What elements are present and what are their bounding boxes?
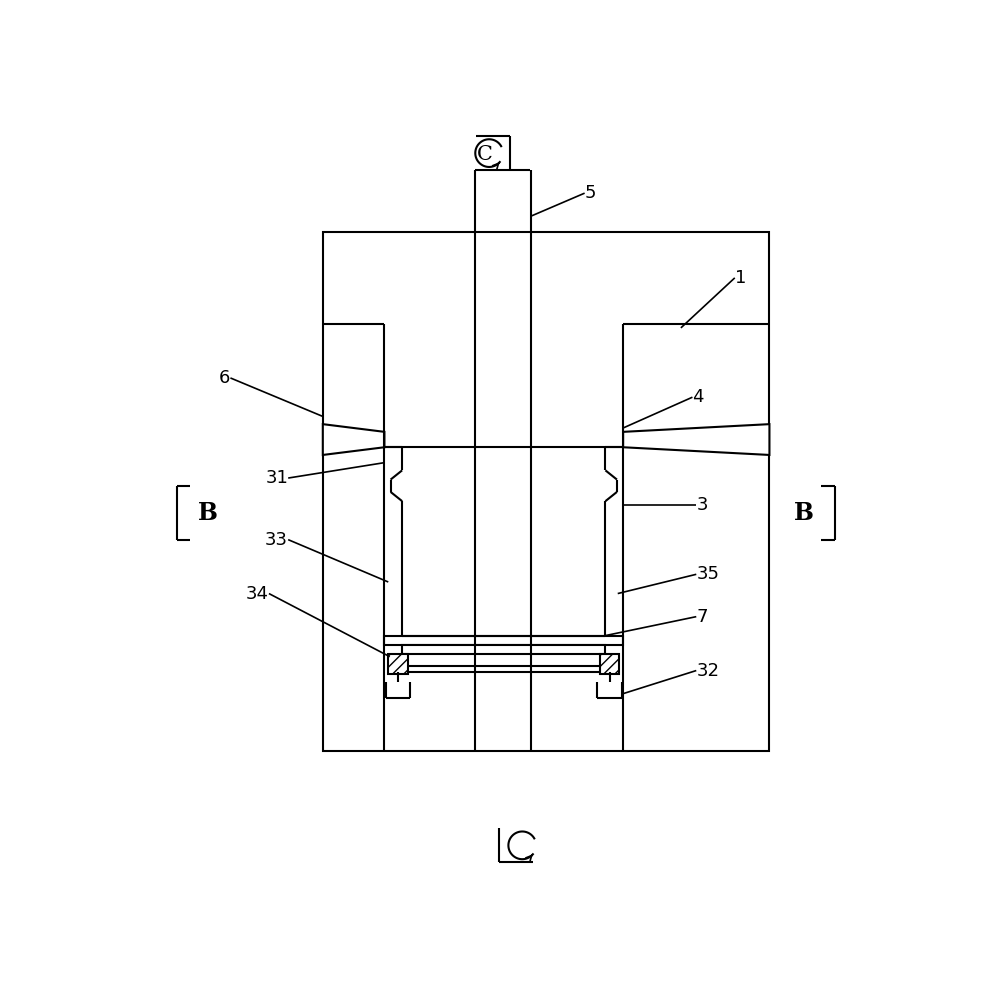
Text: 7: 7 [697,608,708,626]
Bar [388,654,407,674]
Text: 4: 4 [693,388,704,406]
Bar [600,654,620,674]
Text: C: C [477,145,493,164]
Text: 35: 35 [697,565,720,583]
Bar [402,666,606,672]
Text: 31: 31 [265,469,288,487]
Text: 32: 32 [697,662,720,680]
Bar [322,232,769,751]
Polygon shape [623,424,769,455]
Text: 34: 34 [246,585,268,603]
Text: 33: 33 [265,531,288,549]
Polygon shape [322,424,384,455]
Bar [402,645,606,654]
Text: 1: 1 [735,269,747,287]
Text: B: B [198,501,218,525]
Text: 5: 5 [585,184,596,202]
Text: 6: 6 [219,369,231,387]
Bar [384,636,623,645]
Text: 3: 3 [697,496,708,514]
Text: B: B [793,501,813,525]
